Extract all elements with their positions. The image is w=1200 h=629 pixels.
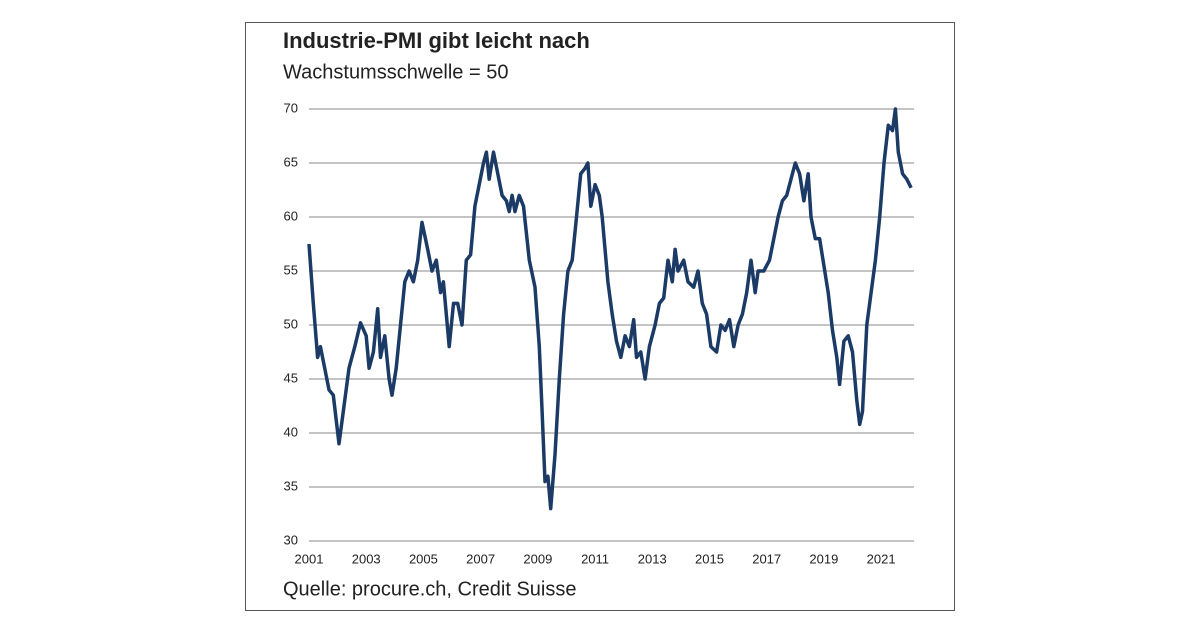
y-tick-label: 70 [284, 100, 298, 115]
x-tick-label: 2013 [638, 551, 667, 566]
x-tick-label: 2019 [809, 551, 838, 566]
x-tick-label: 2005 [409, 551, 438, 566]
frame [245, 22, 955, 611]
y-tick-label: 30 [284, 532, 298, 547]
y-tick-label: 55 [284, 262, 298, 277]
x-tick-label: 2021 [867, 551, 896, 566]
y-tick-label: 40 [284, 424, 298, 439]
chart-title: Industrie-PMI gibt leicht nach [283, 28, 590, 53]
y-tick-label: 50 [284, 316, 298, 331]
y-tick-label: 45 [284, 370, 298, 385]
y-tick-label: 35 [284, 478, 298, 493]
x-tick-label: 2011 [581, 551, 609, 566]
y-tick-label: 60 [284, 208, 298, 223]
source: Quelle: procure.ch, Credit Suisse [283, 578, 576, 600]
x-tick-label: 2001 [295, 551, 324, 566]
y-tick-label: 65 [284, 154, 298, 169]
x-tick-label: 2009 [523, 551, 552, 566]
chart-subtitle: Wachstumsschwelle = 50 [283, 61, 508, 83]
x-tick-label: 2003 [352, 551, 381, 566]
x-tick-label: 2007 [466, 551, 495, 566]
x-tick-label: 2017 [752, 551, 781, 566]
x-tick-label: 2015 [695, 551, 724, 566]
data-line [307, 107, 913, 511]
